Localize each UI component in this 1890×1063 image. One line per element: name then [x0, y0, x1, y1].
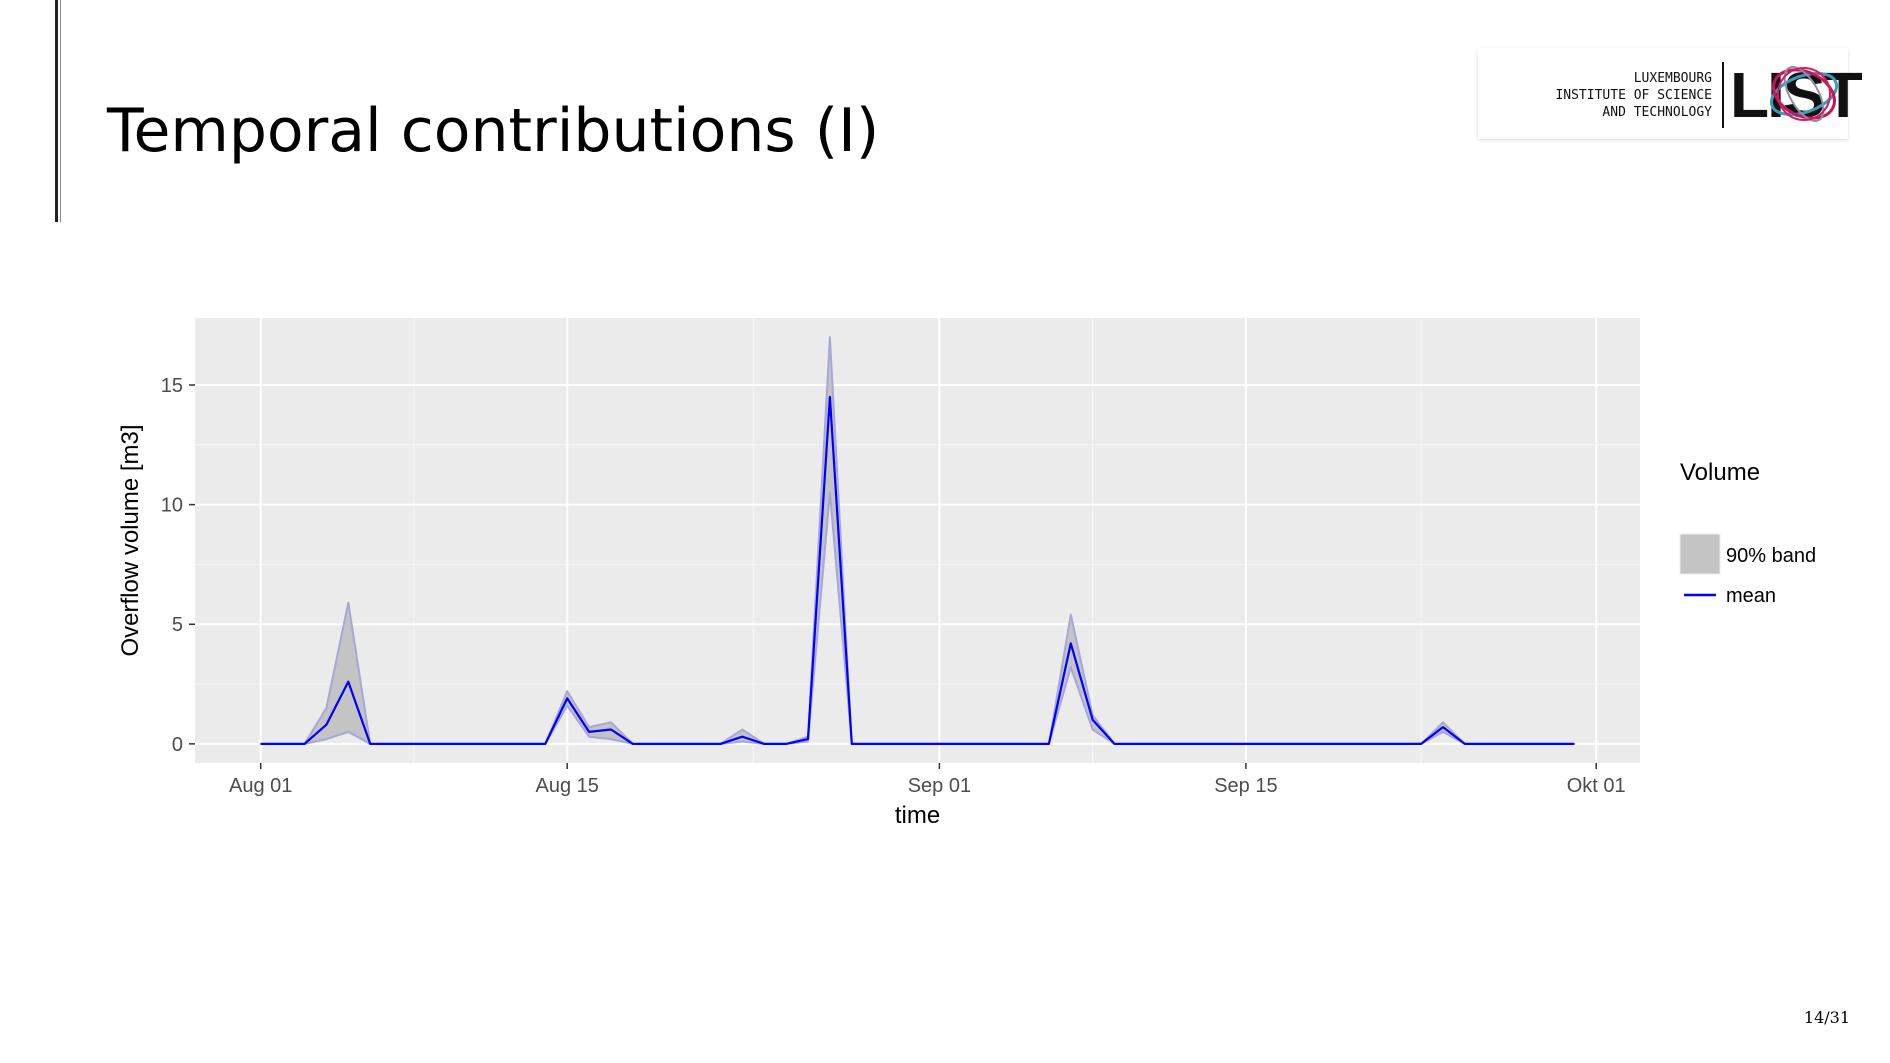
list-logo: LUXEMBOURG INSTITUTE OF SCIENCE AND TECH…	[1478, 48, 1863, 139]
legend-key-band	[1679, 533, 1721, 575]
x-tick-label: Okt 01	[1567, 775, 1626, 797]
x-tick-label: Sep 15	[1214, 775, 1277, 797]
y-tick-label: 15	[161, 375, 183, 397]
left-margin-rule-thin	[60, 0, 61, 222]
y-tick-label: 5	[172, 614, 183, 636]
legend-label-band: 90% band	[1726, 545, 1816, 567]
legend-label-mean: mean	[1726, 585, 1776, 607]
overflow-volume-chart: 0 5 10 15 Aug 01 Aug 15 Sep 01 Sep 15 Okt 01 time…	[117, 318, 1816, 829]
mean-line	[260, 395, 1575, 745]
slide-title: Temporal contributions (I)	[107, 96, 880, 166]
y-tick-label: 10	[161, 495, 183, 517]
page-number: 14/31	[1803, 1008, 1850, 1027]
x-tick-label: Sep 01	[908, 775, 971, 797]
logo-line-3: AND TECHNOLOGY	[1602, 105, 1712, 120]
left-margin-rule	[55, 0, 58, 222]
x-tick-label: Aug 01	[229, 775, 292, 797]
x-tick-label: Aug 15	[536, 775, 599, 797]
logo-orbit-icon	[1769, 66, 1839, 122]
y-tick-label: 0	[172, 734, 183, 756]
logo-line-2: INSTITUTE OF SCIENCE	[1555, 88, 1712, 103]
x-axis-title: time	[895, 802, 940, 829]
legend-title: Volume	[1680, 459, 1760, 486]
logo-line-1: LUXEMBOURG	[1633, 71, 1712, 86]
y-axis-title: Overflow volume [m3]	[117, 424, 144, 656]
logo-divider	[1722, 62, 1724, 128]
plot-panel	[195, 318, 1640, 763]
logo-institute-name: LUXEMBOURG INSTITUTE OF SCIENCE AND TECH…	[1490, 70, 1712, 121]
